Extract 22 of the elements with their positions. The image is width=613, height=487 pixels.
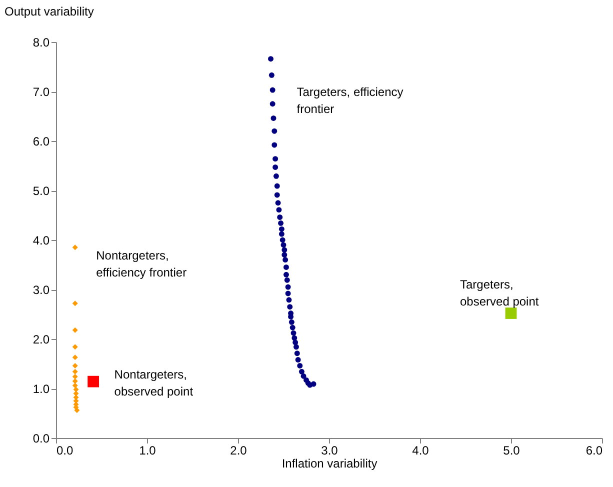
y-tick-label: 1.0 (32, 382, 50, 396)
y-tick-label: 0.0 (32, 432, 50, 446)
y-axis-title: Output variability (4, 4, 94, 18)
y-tick-label: 2.0 (32, 332, 50, 346)
series-label: Nontargeters, efficiency frontier (96, 248, 187, 280)
x-tick-label: 0.0 (56, 444, 74, 458)
x-tick-label: 3.0 (321, 444, 338, 458)
series-label: Targeters, observed point (460, 277, 540, 308)
y-tick-label: 6.0 (32, 134, 50, 148)
x-tick-label: 4.0 (412, 444, 430, 458)
x-tick-label: 1.0 (139, 444, 156, 458)
y-tick-label: 7.0 (32, 85, 50, 99)
series-label: Nontargeters, observed point (114, 368, 194, 399)
x-tick-label: 6.0 (586, 444, 603, 458)
y-tick-label: 4.0 (32, 234, 50, 248)
x-axis-title: Inflation variability (282, 456, 378, 470)
x-tick-label: 5.0 (503, 444, 520, 458)
y-tick-label: 8.0 (32, 36, 50, 50)
x-tick-label: 2.0 (230, 444, 248, 458)
series-label: Targeters, efficiency frontier (296, 84, 404, 116)
y-tick-label: 5.0 (32, 184, 50, 198)
y-tick-label: 3.0 (32, 283, 50, 297)
